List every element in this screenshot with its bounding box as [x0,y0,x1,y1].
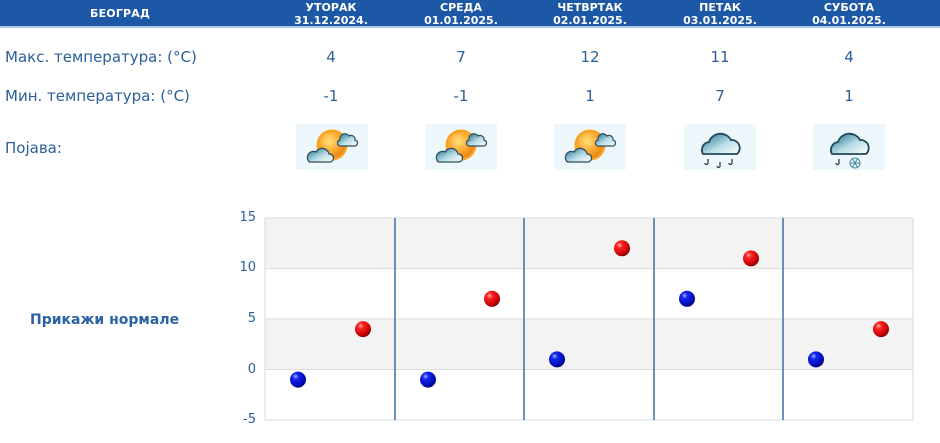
day-date: 02.01.2025. [553,14,627,27]
day-header-1: УТОРАК 31.12.2024. [276,0,386,28]
phenomenon-label: Појава: [5,139,62,157]
partly-cloudy-icon [296,124,368,170]
day-header-5: СУБОТА 04.01.2025. [794,0,904,28]
max-temp-point [743,250,759,267]
min-temp-label: Мин. температура: (°C) [5,87,190,105]
day-header-3: ЧЕТВРТАК 02.01.2025. [535,0,645,28]
show-normals-link[interactable]: Прикажи нормале [30,312,180,328]
grid-band [265,319,913,370]
min-temp-value: 1 [585,87,595,105]
day-name: СРЕДА [440,1,482,14]
day-date: 01.01.2025. [424,14,498,27]
y-tick-label: 0 [247,362,256,377]
max-temp-value: 4 [844,48,854,66]
y-tick-label: 15 [239,210,256,225]
grid-band [265,369,913,420]
min-temp-value: -1 [323,87,339,105]
grid-band [265,218,913,269]
max-temp-point [484,290,500,307]
day-date: 31.12.2024. [294,14,368,27]
min-temp-value: 1 [844,87,854,105]
min-temp-value: 7 [715,87,725,105]
day-name: СУБОТА [823,1,875,14]
day-name: ПЕТАК [699,1,741,14]
partly-cloudy-icon [425,124,497,170]
day-header-4: ПЕТАК 03.01.2025. [665,0,775,28]
max-temp-label: Макс. температура: (°C) [5,48,197,66]
max-temp-series [355,240,889,338]
forecast-header: БЕОГРАД УТОРАК 31.12.2024. СРЕДА 01.01.2… [0,0,940,28]
min-temp-point [549,351,565,368]
partly-cloudy-icon [554,124,626,170]
max-temp-value: 7 [456,48,466,66]
min-temp-value: -1 [453,87,469,105]
max-temp-value: 12 [580,48,600,66]
day-date: 04.01.2025. [812,14,886,27]
max-temp-value: 11 [710,48,730,66]
day-date: 03.01.2025. [683,14,757,27]
day-name: УТОРАК [305,1,357,14]
min-temp-point [290,371,306,388]
max-temp-point [355,321,371,338]
max-temp-point [614,240,630,257]
max-temp-value: 4 [326,48,336,66]
day-header-2: СРЕДА 01.01.2025. [406,0,516,28]
y-tick-label: 5 [247,311,256,326]
min-temp-point [808,351,824,368]
min-temp-point [420,371,436,388]
day-name: ЧЕТВРТАК [557,1,623,14]
grid-band [265,268,913,319]
y-tick-label: -5 [243,412,256,427]
city-name: БЕОГРАД [89,7,151,20]
min-temp-series [290,290,824,388]
rain-snow-cloud-icon [813,124,885,170]
rain-cloud-icon [684,124,756,170]
max-temp-point [873,321,889,338]
min-temp-point [679,290,695,307]
y-tick-label: 10 [239,260,256,275]
